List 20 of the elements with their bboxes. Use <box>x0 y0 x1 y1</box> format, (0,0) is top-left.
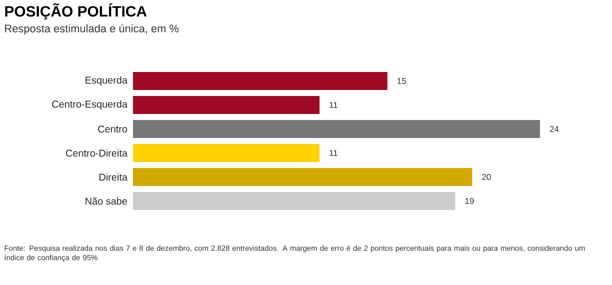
y-tick-label: Centro-Direita <box>66 149 128 157</box>
data-label: 11 <box>330 102 338 108</box>
bar <box>133 144 320 162</box>
data-label: 11 <box>330 150 338 156</box>
chart-subtitle: Resposta estimulada e única, em % <box>5 24 179 35</box>
y-tick-label: Centro-Esquerda <box>52 100 128 110</box>
chart-title: POSIÇÃO POLÍTICA <box>5 3 147 20</box>
y-tick-label: Não sabe <box>86 197 128 205</box>
y-tick-label: Centro <box>98 125 128 133</box>
bar <box>133 72 388 90</box>
bar <box>133 168 472 186</box>
y-tick-label: Esquerda <box>86 76 128 86</box>
data-label: 20 <box>482 174 491 180</box>
data-label: 15 <box>398 78 406 84</box>
bar <box>133 120 540 138</box>
bar <box>133 192 456 210</box>
bar <box>133 96 320 114</box>
y-tick-label: Direita <box>100 173 128 181</box>
data-label: 19 <box>465 198 474 204</box>
data-label: 24 <box>550 126 559 132</box>
